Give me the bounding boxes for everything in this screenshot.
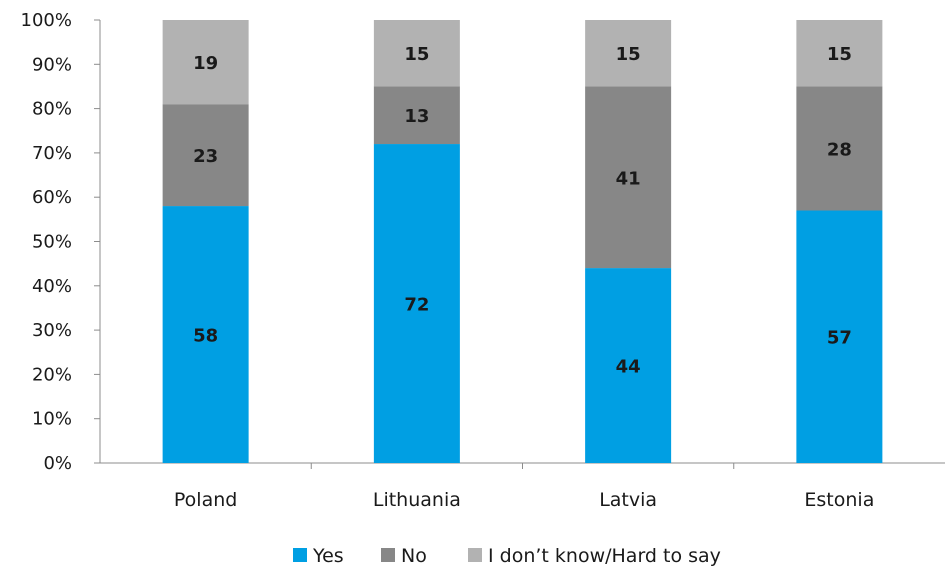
- legend-swatch: [381, 548, 395, 562]
- legend-label: I don’t know/Hard to say: [488, 545, 721, 567]
- y-tick-label: 90%: [32, 54, 72, 75]
- y-tick-label: 20%: [32, 364, 72, 385]
- legend: Yes No I don’t know/Hard to say: [293, 545, 721, 567]
- legend-swatch: [293, 548, 307, 562]
- y-tick-label: 30%: [32, 320, 72, 341]
- bar-segment: [373, 144, 460, 464]
- y-tick-label: 40%: [32, 276, 72, 297]
- data-label: 28: [827, 139, 852, 160]
- y-tick-label: 10%: [32, 409, 72, 430]
- data-label: 57: [827, 328, 852, 349]
- bar-segment: [796, 86, 883, 211]
- y-tick-label: 80%: [32, 99, 72, 120]
- bar-segment: [373, 86, 460, 145]
- y-axis-ticks: 0% 10% 20% 30% 40% 50% 60% 70% 80% 90% 100%: [21, 10, 100, 474]
- category-label: Poland: [174, 489, 237, 511]
- category-label: Latvia: [599, 489, 657, 511]
- data-label: 15: [827, 44, 852, 65]
- bar-segment: [585, 268, 672, 463]
- y-tick-label: 0%: [43, 453, 72, 474]
- data-label: 41: [616, 168, 641, 189]
- bar-segments: [162, 20, 883, 464]
- data-label: 19: [193, 53, 218, 74]
- bar-segment: [162, 20, 249, 105]
- data-label: 58: [193, 326, 218, 347]
- bar-segment: [796, 210, 883, 463]
- bar-segment: [162, 104, 249, 207]
- y-tick-label: 70%: [32, 143, 72, 164]
- data-label: 15: [616, 44, 641, 65]
- data-label: 15: [404, 44, 429, 65]
- y-tick-label: 60%: [32, 187, 72, 208]
- data-label: 72: [404, 295, 429, 316]
- data-labels: 58 23 19 72 13 15 44 41 15 57 28 15: [193, 44, 852, 377]
- y-tick-label: 100%: [21, 10, 72, 31]
- legend-label: No: [401, 545, 427, 567]
- data-label: 23: [193, 146, 218, 167]
- bar-segment: [585, 86, 672, 269]
- category-label: Lithuania: [373, 489, 461, 511]
- legend-swatch: [468, 548, 482, 562]
- category-label: Estonia: [804, 489, 874, 511]
- data-label: 13: [404, 106, 429, 127]
- x-axis-ticks: [310, 463, 735, 469]
- y-tick-label: 50%: [32, 232, 72, 253]
- bar-segment: [796, 20, 883, 87]
- bar-segment: [373, 20, 460, 87]
- legend-label: Yes: [312, 545, 344, 567]
- bar-segment: [585, 20, 672, 87]
- category-labels: Poland Lithuania Latvia Estonia: [174, 489, 874, 511]
- data-label: 44: [616, 357, 641, 378]
- bar-segment: [162, 206, 249, 463]
